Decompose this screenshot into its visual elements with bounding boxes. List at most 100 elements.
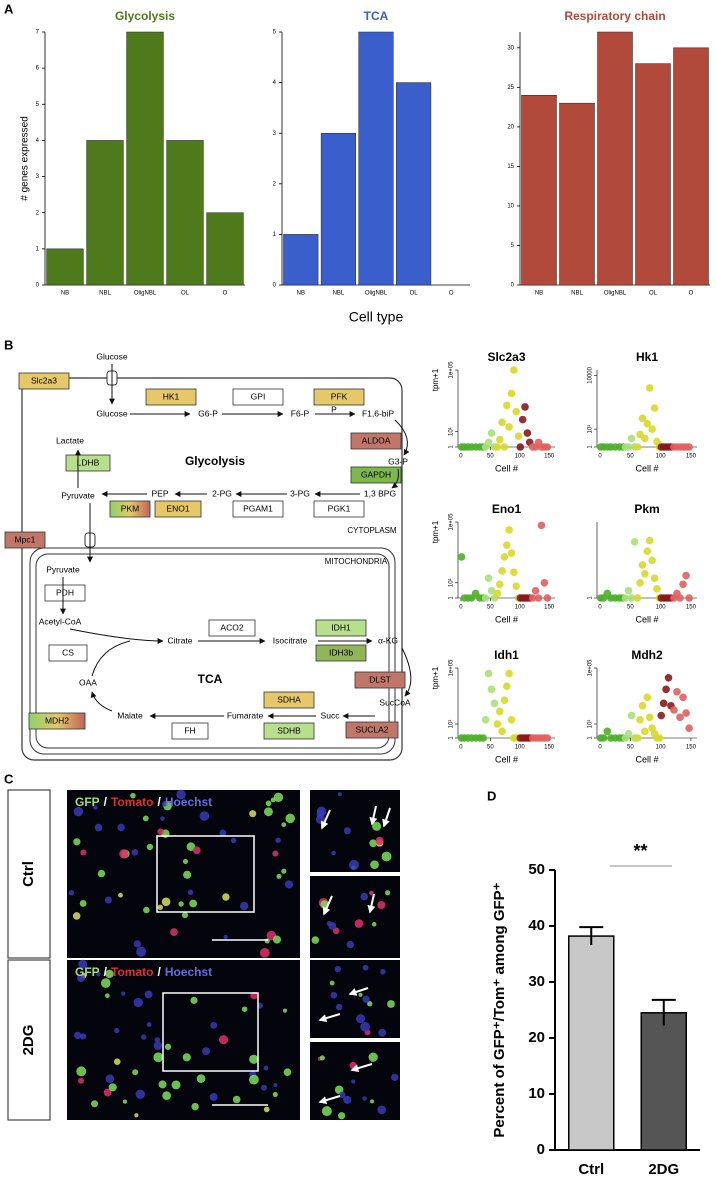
cell <box>176 789 186 800</box>
enzyme-box <box>354 671 406 689</box>
point <box>484 669 493 678</box>
y-tick-label: 1 <box>273 232 277 238</box>
point <box>531 586 540 595</box>
y-tick-label: 10¹ <box>449 578 455 587</box>
y-tick-label: 20 <box>528 1029 545 1046</box>
point <box>627 711 636 720</box>
cell <box>182 1053 191 1062</box>
bar <box>673 47 709 286</box>
cell <box>370 860 379 870</box>
cell <box>360 892 369 901</box>
cell <box>146 1022 152 1027</box>
point <box>500 443 509 451</box>
arrow <box>367 893 376 914</box>
enzyme-box <box>28 712 86 730</box>
point <box>507 389 516 398</box>
metabolite-label: PEP <box>151 488 168 498</box>
x-tick-label: 150 <box>544 605 555 611</box>
cell <box>371 921 377 927</box>
cell <box>263 1065 269 1071</box>
point <box>493 589 502 598</box>
cell <box>282 1008 288 1013</box>
cell <box>68 890 75 896</box>
y-tick-label: 5 <box>273 30 277 36</box>
cell <box>223 934 228 939</box>
y-tick-label: 7 <box>36 30 40 36</box>
enzyme-box <box>263 722 315 740</box>
y-tick-label: 10 <box>528 1085 545 1102</box>
point <box>493 443 502 451</box>
cell <box>370 1099 375 1104</box>
point <box>670 706 678 714</box>
metabolite-label: Pyruvate <box>46 564 80 574</box>
chart-title: Pkm <box>634 502 659 516</box>
y-tick-label: 0 <box>511 283 515 289</box>
cell <box>202 1047 210 1056</box>
stain-label: / <box>157 795 161 809</box>
point <box>650 574 659 583</box>
cell <box>199 811 210 821</box>
point <box>502 401 511 410</box>
condition-box <box>7 959 51 1121</box>
x-tick-label: NBL <box>571 291 583 297</box>
y-tick-label: 0 <box>36 283 40 289</box>
zoom-box <box>162 992 259 1072</box>
metabolite-label: G6-P <box>198 408 218 418</box>
cell <box>222 893 230 901</box>
cell <box>270 797 276 803</box>
cell <box>73 806 84 817</box>
point <box>682 709 690 717</box>
cell <box>230 837 237 844</box>
enzyme-box <box>345 721 399 739</box>
cell <box>133 940 142 948</box>
bar <box>597 31 633 286</box>
y-tick-label: 10000 <box>588 366 594 383</box>
chart-title: TCA <box>364 9 389 23</box>
stain-label: Tomato <box>111 795 153 809</box>
x-tick-label: 50 <box>627 605 634 611</box>
y-tick-label: 20 <box>507 124 514 130</box>
cell <box>391 1073 399 1082</box>
enzyme-label: ENO1 <box>166 503 189 513</box>
point <box>487 685 496 694</box>
y-tick-label: 50 <box>528 861 545 878</box>
enzyme-label: ACO2 <box>220 622 243 632</box>
chart-title: Hk1 <box>636 350 658 364</box>
enzyme-box <box>232 500 284 518</box>
y-tick-label: 2 <box>273 181 277 187</box>
point <box>664 673 673 682</box>
cell <box>356 1014 366 1024</box>
bar <box>126 31 164 286</box>
point <box>543 594 552 602</box>
bar <box>521 95 557 286</box>
cell <box>232 1095 241 1104</box>
cell <box>78 959 88 969</box>
cell <box>158 1080 167 1089</box>
y-tick-label: 0 <box>537 1141 545 1158</box>
enzyme-label: PGK1 <box>328 503 351 513</box>
point <box>643 547 652 555</box>
point <box>633 594 642 602</box>
error-bar <box>651 998 676 1026</box>
y-tick-label: 6 <box>36 66 40 72</box>
x-tick-label: 100 <box>656 745 667 751</box>
cell <box>79 1033 87 1040</box>
point <box>502 682 511 691</box>
x-tick-label: O <box>449 291 454 297</box>
point <box>645 713 654 722</box>
y-tick-label: 1e+05 <box>449 361 455 379</box>
point <box>507 549 516 557</box>
cell <box>272 1091 278 1098</box>
cell <box>77 974 85 983</box>
enzyme-label: GPI <box>251 391 266 401</box>
enzyme-box <box>315 619 367 637</box>
cell <box>143 906 150 914</box>
cell <box>121 991 126 996</box>
cell <box>104 896 112 904</box>
cell <box>249 1074 259 1085</box>
cell <box>79 900 87 907</box>
cell <box>263 807 273 817</box>
cell <box>144 990 153 999</box>
point <box>638 414 647 423</box>
